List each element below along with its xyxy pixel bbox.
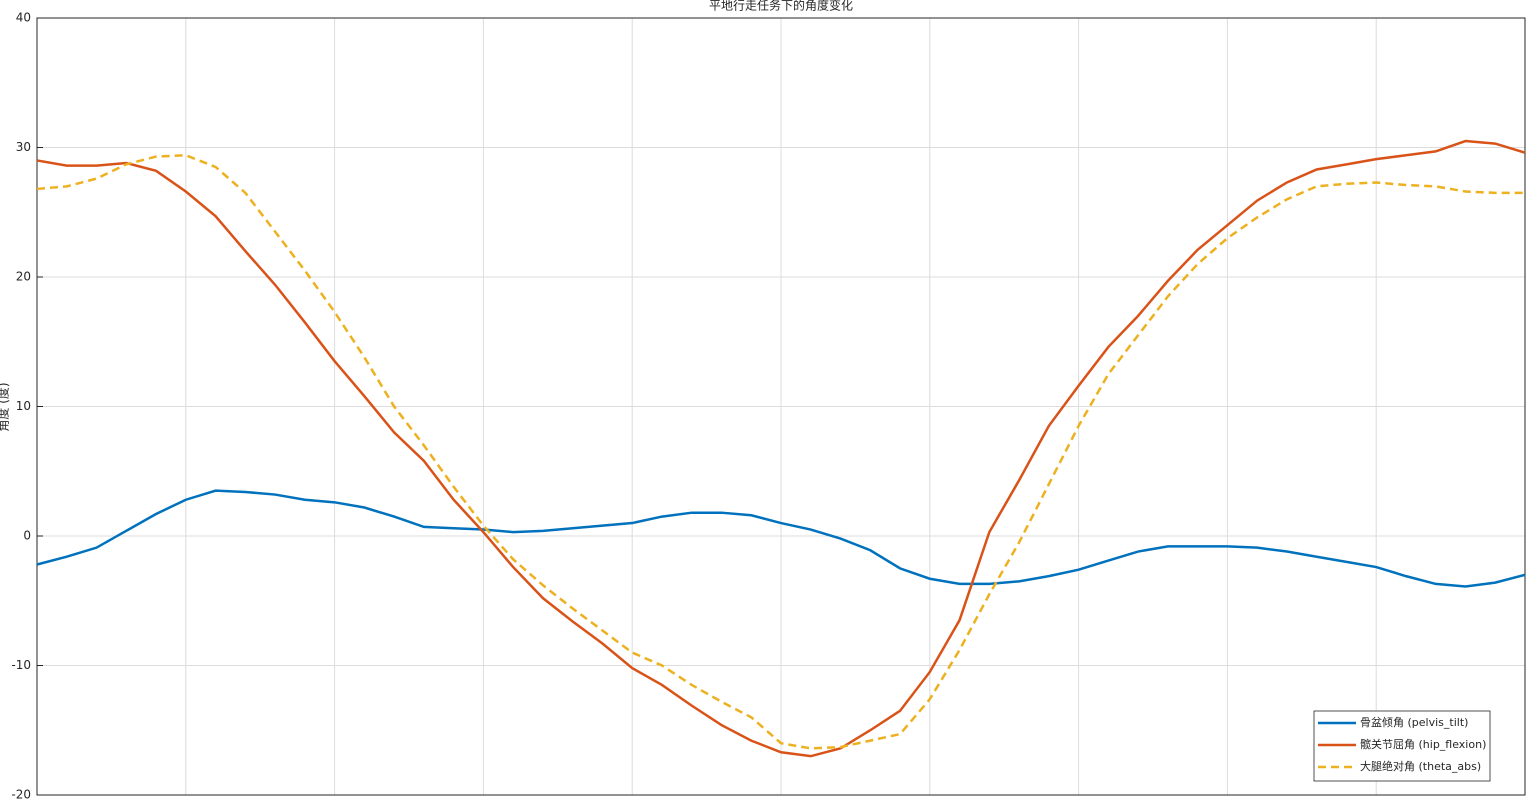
data-line [36, 154, 1525, 750]
chart-title: 平地行走任务下的角度变化 [709, 0, 853, 13]
y-tick-label: 10 [16, 399, 31, 413]
legend-label: 骨盆倾角 (pelvis_tilt) [1360, 715, 1468, 729]
y-tick-label: 40 [16, 11, 31, 25]
y-tick-label: 30 [16, 140, 31, 154]
y-tick-label: 20 [16, 270, 31, 284]
y-tick-label: 0 [23, 529, 31, 543]
y-axis-label: 角度 (度) [0, 382, 11, 431]
data-line [36, 139, 1526, 758]
legend-label: 髋关节屈角 (hip_flexion) [1360, 737, 1486, 751]
plot-frame [36, 17, 1526, 796]
y-tick-label: -10 [11, 658, 31, 672]
y-tick-label: -20 [11, 788, 31, 799]
data-line [36, 489, 1526, 588]
legend-label: 大腿绝对角 (theta_abs) [1360, 759, 1481, 773]
